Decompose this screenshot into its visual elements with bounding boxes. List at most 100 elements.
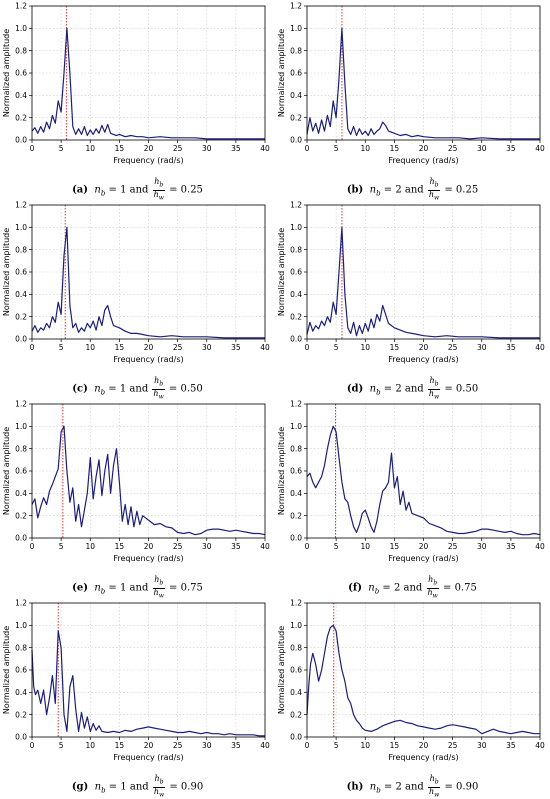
- x-tick-label: 5: [334, 542, 339, 551]
- caption-label: (d): [346, 383, 364, 395]
- y-tick-label: 1.2: [290, 2, 302, 11]
- x-tick-label: 5: [334, 741, 339, 750]
- amplitude-series-line: [31, 630, 265, 737]
- y-tick-label: 0.2: [15, 312, 27, 321]
- amplitude-series-line: [306, 226, 540, 339]
- y-tick-label: 0.2: [290, 710, 302, 719]
- y-tick-label: 0.6: [15, 467, 27, 476]
- y-axis-label: Normalized amplitude: [2, 626, 11, 714]
- x-tick-label: 0: [30, 144, 35, 153]
- y-tick-label: 0.6: [290, 467, 302, 476]
- plot-f: 0 5 10 15 20 25 30 35 40 0.0 0.2 0.4 0.6 0.8 1.0 1.2 Fre…: [277, 400, 545, 563]
- x-tick-label: 0: [305, 542, 310, 551]
- plot-d: 0 5 10 15 20 25 30 35 40 0.0 0.2 0.4 0.6 0.8 1.0 1.2 Fre…: [277, 201, 545, 364]
- x-axis-label: Frequency (rad/s): [113, 355, 183, 364]
- caption-c: (c) nb = 1 and hb hw = 0.50: [72, 376, 203, 401]
- chart-panel-c: 0 5 10 15 20 25 30 35 40 0.0 0.2 0.4 0.6 0.8 1.0 1.2 Fre…: [0, 199, 275, 401]
- x-tick-label: 15: [115, 741, 125, 750]
- chart-panel-g: 0 5 10 15 20 25 30 35 40 0.0 0.2 0.4 0.6 0.8 1.0 1.2 Fre…: [0, 597, 275, 799]
- y-tick-label: 0.2: [290, 312, 302, 321]
- caption-g: (g) nb = 1 and hb hw = 0.90: [71, 774, 204, 799]
- plot-frame: [31, 5, 266, 141]
- amplitude-series-line: [306, 27, 540, 140]
- caption-nb: 2: [395, 781, 402, 793]
- caption-ratio: 0.25: [455, 184, 479, 196]
- x-axis-label: Frequency (rad/s): [113, 554, 183, 563]
- plot-frame: [31, 204, 266, 340]
- caption-d: (d) nb = 2 and hb hw = 0.50: [346, 376, 479, 401]
- caption-label: (c): [72, 383, 88, 395]
- x-tick-label: 5: [59, 741, 64, 750]
- x-tick-label: 5: [334, 144, 339, 153]
- x-tick-label: 30: [477, 542, 487, 551]
- caption-ratio: 0.90: [180, 781, 204, 793]
- x-tick-label: 20: [144, 343, 154, 352]
- x-tick-label: 40: [260, 741, 270, 750]
- y-tick-label: 0.0: [15, 733, 27, 742]
- amplitude-series-line: [31, 27, 265, 140]
- x-tick-label: 20: [144, 741, 154, 750]
- x-tick-label: 30: [477, 144, 487, 153]
- x-tick-label: 25: [173, 741, 183, 750]
- chart-panel-h: 0 5 10 15 20 25 30 35 40 0.0 0.2 0.4 0.6 0.8 1.0 1.2 Fre…: [275, 597, 550, 799]
- y-tick-label: 0.6: [15, 268, 27, 277]
- plot-e: 0 5 10 15 20 25 30 35 40 0.0 0.2 0.4 0.6 0.8 1.0 1.2 Fre…: [2, 400, 270, 563]
- x-tick-label: 30: [202, 542, 212, 551]
- x-tick-label: 15: [390, 144, 400, 153]
- x-tick-label: 35: [231, 343, 241, 352]
- x-tick-label: 40: [260, 343, 270, 352]
- caption-ratio: 0.75: [180, 582, 203, 594]
- y-tick-label: 1.2: [15, 599, 27, 608]
- y-tick-label: 0.4: [15, 489, 27, 498]
- y-tick-label: 0.0: [15, 335, 27, 344]
- x-tick-label: 10: [85, 343, 95, 352]
- y-tick-label: 0.8: [290, 444, 302, 453]
- plot-h: 0 5 10 15 20 25 30 35 40 0.0 0.2 0.4 0.6 0.8 1.0 1.2 Fre…: [277, 599, 545, 762]
- caption-nb: 1: [120, 184, 127, 196]
- x-axis-label: Frequency (rad/s): [113, 753, 183, 762]
- y-tick-label: 1.2: [15, 400, 27, 409]
- x-tick-label: 40: [535, 741, 545, 750]
- x-tick-label: 15: [390, 343, 400, 352]
- x-tick-label: 35: [506, 144, 516, 153]
- x-axis-label: Frequency (rad/s): [388, 156, 458, 165]
- y-tick-label: 0.8: [15, 643, 27, 652]
- plot-b: 0 5 10 15 20 25 30 35 40 0.0 0.2 0.4 0.6 0.8 1.0 1.2 Fre…: [277, 2, 545, 165]
- x-tick-label: 40: [535, 343, 545, 352]
- x-tick-label: 30: [477, 343, 487, 352]
- x-tick-label: 30: [202, 343, 212, 352]
- x-tick-label: 35: [506, 741, 516, 750]
- x-tick-label: 35: [231, 144, 241, 153]
- x-tick-label: 25: [448, 144, 458, 153]
- y-tick-label: 0.8: [290, 46, 302, 55]
- caption-ratio: 0.50: [180, 383, 203, 395]
- y-axis-label: Normalized amplitude: [277, 427, 286, 515]
- x-tick-label: 25: [173, 343, 183, 352]
- x-tick-label: 40: [535, 144, 545, 153]
- plot-frame: [306, 403, 541, 539]
- y-tick-label: 0.0: [15, 534, 27, 543]
- x-tick-label: 35: [231, 741, 241, 750]
- caption-f: (f) nb = 2 and hb hw = 0.75: [348, 575, 477, 600]
- x-axis-label: Frequency (rad/s): [388, 753, 458, 762]
- y-tick-label: 0.4: [290, 688, 302, 697]
- plot-frame: [306, 602, 541, 738]
- caption-b: (b) nb = 2 and hb hw = 0.25: [346, 177, 479, 202]
- y-tick-label: 1.0: [15, 621, 27, 630]
- x-tick-label: 20: [419, 144, 429, 153]
- x-tick-label: 0: [30, 343, 35, 352]
- x-axis-label: Frequency (rad/s): [113, 156, 183, 165]
- x-axis-label: Frequency (rad/s): [388, 554, 458, 563]
- y-axis-label: Normalized amplitude: [277, 626, 286, 714]
- x-tick-label: 5: [59, 343, 64, 352]
- y-tick-label: 1.2: [290, 400, 302, 409]
- caption-a: (a) nb = 1 and hb hw = 0.25: [72, 177, 203, 202]
- x-tick-label: 35: [506, 343, 516, 352]
- x-tick-label: 15: [390, 741, 400, 750]
- x-tick-label: 20: [419, 741, 429, 750]
- x-tick-label: 10: [360, 542, 370, 551]
- plot-frame: [306, 204, 541, 340]
- caption-nb: 1: [119, 383, 127, 395]
- y-tick-label: 0.4: [290, 489, 302, 498]
- x-tick-label: 0: [305, 343, 310, 352]
